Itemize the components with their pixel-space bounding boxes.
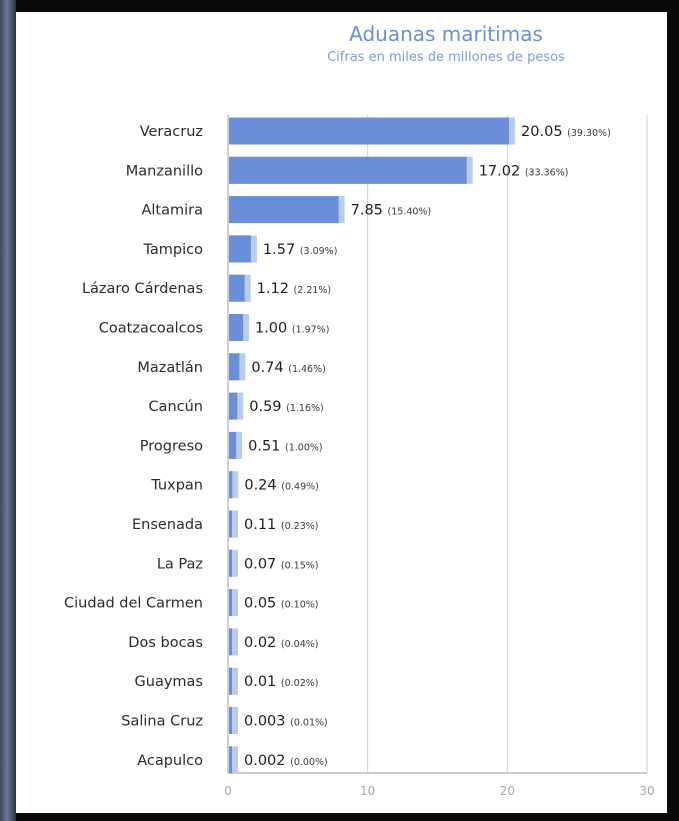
percent-label: (0.00%) — [290, 757, 328, 768]
percent-label: (15.40%) — [388, 207, 432, 218]
percent-label: (0.15%) — [281, 560, 319, 571]
bar — [229, 667, 232, 695]
percent-label: (1.16%) — [286, 403, 324, 414]
value-label: 0.003 (0.01%) — [244, 714, 328, 730]
x-tick-label: 20 — [500, 784, 515, 798]
category-label: Dos bocas — [128, 635, 203, 651]
value-label: 1.00 (1.97%) — [255, 321, 330, 337]
side-stripe — [0, 0, 16, 821]
category-label: Salina Cruz — [121, 714, 203, 730]
x-tick-label: 10 — [360, 784, 375, 798]
bar — [229, 353, 240, 381]
percent-label: (0.49%) — [281, 482, 319, 493]
percent-label: (33.36%) — [525, 167, 569, 178]
value-label: 0.07 (0.15%) — [244, 556, 319, 572]
percent-label: (2.21%) — [294, 285, 332, 296]
bar-highlight — [229, 667, 238, 695]
bar — [229, 274, 245, 302]
bar-highlight — [229, 510, 238, 538]
chart-subtitle: Cifras en miles de millones de pesos — [327, 50, 565, 65]
chart-title: Aduanas maritimas — [349, 22, 543, 46]
category-label: Tuxpan — [150, 478, 203, 494]
percent-label: (39.30%) — [567, 128, 611, 139]
bar-highlight — [229, 589, 238, 617]
bar — [229, 235, 251, 263]
category-label: Veracruz — [140, 124, 203, 140]
category-label: Cancún — [148, 399, 203, 415]
bar-highlight — [229, 707, 238, 734]
category-label: Tampico — [142, 242, 203, 258]
value-label: 0.74 (1.46%) — [251, 360, 326, 376]
value-label: 0.51 (1.00%) — [248, 438, 322, 454]
bar — [229, 196, 339, 224]
category-label: Progreso — [140, 438, 203, 454]
category-label: Ciudad del Carmen — [64, 596, 203, 612]
value-label: 0.24 (0.49%) — [244, 478, 318, 494]
bar — [229, 431, 237, 459]
category-label: Altamira — [141, 203, 203, 219]
chart-panel: Aduanas maritimas Cifras en miles de mil… — [16, 12, 667, 813]
value-label: 17.02 (33.36%) — [479, 163, 569, 179]
percent-label: (0.02%) — [281, 678, 319, 689]
category-label: Ensenada — [132, 517, 203, 533]
percent-label: (3.09%) — [300, 246, 338, 257]
percent-label: (0.04%) — [281, 639, 319, 650]
value-label: 7.85 (15.40%) — [351, 203, 432, 219]
x-tick-label: 30 — [639, 784, 654, 798]
bar — [229, 392, 238, 420]
bar-highlight — [229, 549, 238, 577]
category-label: Guaymas — [135, 674, 203, 690]
bar-highlight — [229, 746, 238, 774]
value-label: 0.02 (0.04%) — [244, 635, 319, 651]
bar — [229, 471, 233, 499]
category-label: Coatzacoalcos — [99, 321, 203, 337]
bar — [229, 156, 467, 184]
value-label: 0.05 (0.10%) — [244, 596, 319, 612]
bar — [229, 628, 232, 656]
bar — [229, 314, 243, 341]
percent-label: (1.97%) — [292, 325, 330, 336]
bar-highlight — [229, 628, 238, 656]
bar-highlight — [229, 471, 239, 499]
category-label: Lázaro Cárdenas — [82, 281, 203, 297]
value-label: 20.05 (39.30%) — [521, 124, 611, 140]
category-label: Manzanillo — [126, 163, 203, 179]
value-label: 0.11 (0.23%) — [244, 517, 319, 533]
bar — [229, 707, 232, 734]
bar — [229, 549, 232, 577]
value-label: 1.12 (2.21%) — [257, 281, 332, 297]
percent-label: (0.01%) — [290, 718, 328, 729]
percent-label: (0.23%) — [281, 521, 319, 532]
category-label: La Paz — [157, 556, 203, 572]
percent-label: (0.10%) — [281, 600, 319, 611]
bar — [229, 510, 232, 538]
value-label: 0.01 (0.02%) — [244, 674, 319, 690]
value-label: 1.57 (3.09%) — [263, 242, 338, 258]
category-label: Mazatlán — [137, 360, 203, 376]
value-label: 0.59 (1.16%) — [249, 399, 324, 415]
bar — [229, 117, 510, 145]
category-label: Acapulco — [137, 753, 203, 769]
bar — [229, 746, 232, 774]
x-tick-label: 0 — [224, 784, 232, 798]
percent-label: (1.46%) — [288, 364, 326, 375]
value-label: 0.002 (0.00%) — [244, 753, 328, 769]
percent-label: (1.00%) — [285, 442, 323, 453]
bar — [229, 589, 232, 617]
